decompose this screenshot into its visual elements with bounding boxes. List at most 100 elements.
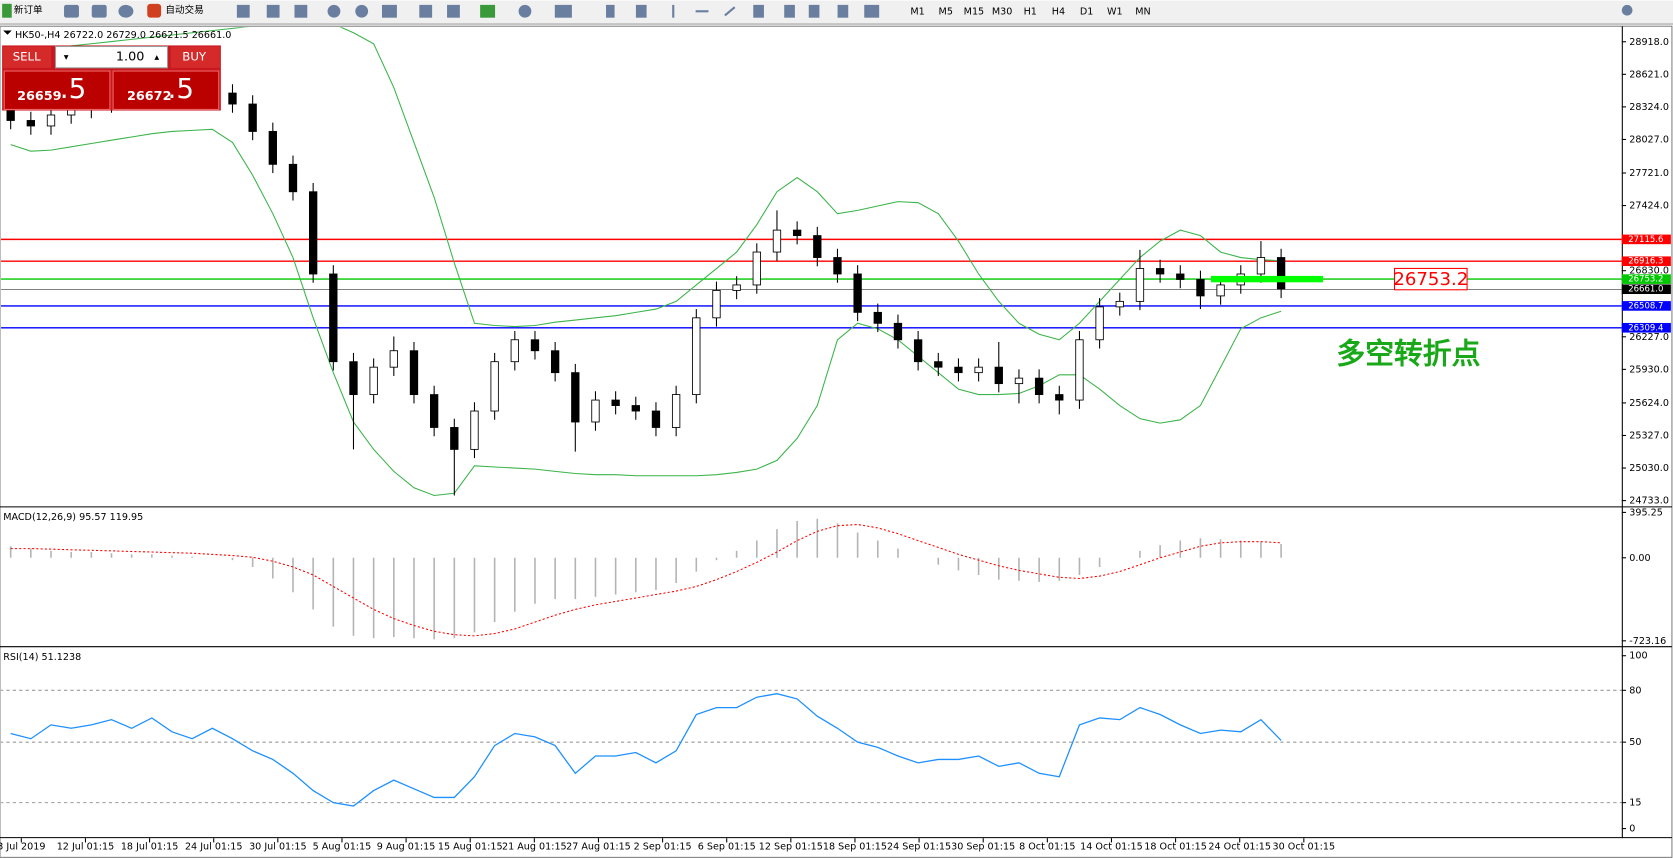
buy-price-box[interactable]	[112, 70, 220, 110]
candle-body	[450, 427, 459, 450]
candle-body	[248, 103, 257, 132]
y-tick-label: 28621.0	[1629, 69, 1669, 80]
price-level-marker	[1621, 301, 1671, 311]
rsi-plot	[1, 689, 1622, 807]
buy-button[interactable]	[170, 46, 220, 68]
sell-price-box[interactable]	[3, 70, 111, 110]
x-tick-label: 18 Jul 01:15	[121, 842, 179, 853]
candle-body	[853, 273, 862, 313]
chart-frame	[0, 25, 1673, 858]
candle-body	[611, 399, 620, 406]
collapse-arrow[interactable]	[3, 30, 12, 35]
x-tick-label: 27 Aug 01:15	[566, 842, 631, 853]
candle-body	[692, 317, 701, 396]
timeframe-button[interactable]: H4	[1052, 6, 1065, 17]
candle-body	[934, 361, 943, 368]
candle-body	[268, 131, 277, 165]
price-level-label: 26753.2	[1628, 275, 1663, 285]
candle-body	[26, 120, 35, 127]
x-tick-label: 2 Sep 01:15	[634, 842, 692, 853]
candle-body	[1075, 339, 1084, 401]
candle-body	[571, 372, 580, 423]
main-title: HK50-,H4 26722.0 26729.0 26621.5 26661.0	[15, 30, 231, 41]
x-tick-label: 30 Jul 01:15	[249, 842, 307, 853]
candle-body	[1095, 306, 1104, 341]
x-tick-label: 12 Sep 01:15	[759, 842, 823, 853]
candle-body	[1014, 377, 1024, 385]
candle-body	[1135, 268, 1145, 302]
sell-label[interactable]: SELL	[13, 50, 41, 64]
y-tick-label: 80	[1629, 685, 1641, 696]
bollinger-lower	[10, 128, 1282, 497]
price-level-marker	[1621, 234, 1671, 245]
candle-body	[1055, 394, 1064, 401]
candle-body	[893, 322, 903, 341]
candle-body	[1276, 257, 1286, 290]
candle-body	[994, 366, 1003, 385]
sell-button[interactable]	[3, 46, 52, 68]
candle-body	[389, 350, 398, 368]
timeframe-button[interactable]: M30	[992, 6, 1012, 17]
candle-body	[752, 251, 761, 286]
y-tick-label: 25030.0	[1629, 463, 1669, 474]
bollinger-upper	[10, 27, 1282, 341]
candle-body	[308, 191, 318, 275]
auto-trading-icon[interactable]	[147, 3, 162, 18]
y-tick-label: 28324.0	[1629, 102, 1669, 113]
sell-price: 26659	[17, 89, 62, 104]
price-level-label: 26661.0	[1628, 285, 1663, 295]
candle-body	[913, 339, 923, 363]
price-level-label: 27115.6	[1628, 235, 1663, 245]
y-tick-label: -723.16	[1629, 636, 1666, 647]
toolbar-icons	[64, 4, 1633, 18]
candle-body	[1196, 279, 1205, 297]
x-tick-label: 6 Sep 01:15	[698, 842, 756, 853]
macd-title: MACD(12,26,9) 95.57 119.95	[3, 512, 143, 523]
timeframe-button[interactable]: M15	[964, 6, 985, 17]
x-tick-label: 18 Oct 01:15	[1144, 842, 1207, 853]
candle-body	[349, 361, 358, 396]
y-tick-label: 25327.0	[1629, 430, 1669, 441]
candle-body	[550, 350, 560, 374]
buy-price: 26672	[127, 89, 172, 104]
macd-plot	[9, 518, 1282, 640]
timeframe-button[interactable]: H1	[1024, 6, 1037, 17]
timeframe-button[interactable]: W1	[1107, 6, 1123, 17]
y-tick-label: 27721.0	[1629, 168, 1669, 179]
timeframe-button[interactable]: M1	[910, 6, 924, 17]
candle-body	[651, 410, 661, 428]
price-level-label: 26916.3	[1628, 257, 1663, 267]
x-tick-label: 24 Jul 01:15	[185, 842, 243, 853]
volume-down[interactable]: ▾	[64, 52, 69, 63]
x-tick-label: 30 Sep 01:15	[951, 842, 1015, 853]
candle-body	[954, 366, 963, 374]
candle-body	[530, 339, 540, 352]
y-tick-label: 25930.0	[1629, 364, 1669, 375]
timeframe-button[interactable]: D1	[1080, 6, 1094, 17]
candle-body	[1115, 300, 1124, 308]
y-tick-label: 0	[1629, 824, 1635, 835]
candle-body	[671, 394, 681, 428]
candle-body	[792, 229, 802, 237]
volume-value[interactable]: 1.00	[116, 50, 145, 65]
auto-trading-button[interactable]: 自动交易	[165, 4, 203, 16]
annotation: 多空转折点	[1336, 336, 1480, 370]
timeframe-button[interactable]: M5	[939, 6, 953, 17]
buy-label[interactable]: BUY	[182, 50, 207, 64]
new-order-icon[interactable]	[2, 3, 12, 18]
candle-body	[974, 366, 983, 374]
candle-body	[1176, 273, 1185, 280]
candle-body	[288, 163, 298, 193]
candle-body	[1216, 284, 1225, 297]
callout-box	[1393, 267, 1468, 291]
volume-field[interactable]	[54, 45, 169, 69]
trade-panel: SELL ▾ ▴ 1.00 BUY 26659 .5 26672 .5	[2, 45, 221, 111]
new-order-button[interactable]: 新订单	[14, 4, 43, 16]
x-tick-label: 24 Oct 01:15	[1208, 842, 1271, 853]
volume-up[interactable]: ▴	[154, 52, 159, 63]
timeframe-button[interactable]: MN	[1135, 6, 1150, 17]
candle-body	[631, 405, 640, 412]
y-tick-label: 15	[1629, 798, 1641, 809]
y-tick-label: 28918.0	[1629, 37, 1669, 48]
